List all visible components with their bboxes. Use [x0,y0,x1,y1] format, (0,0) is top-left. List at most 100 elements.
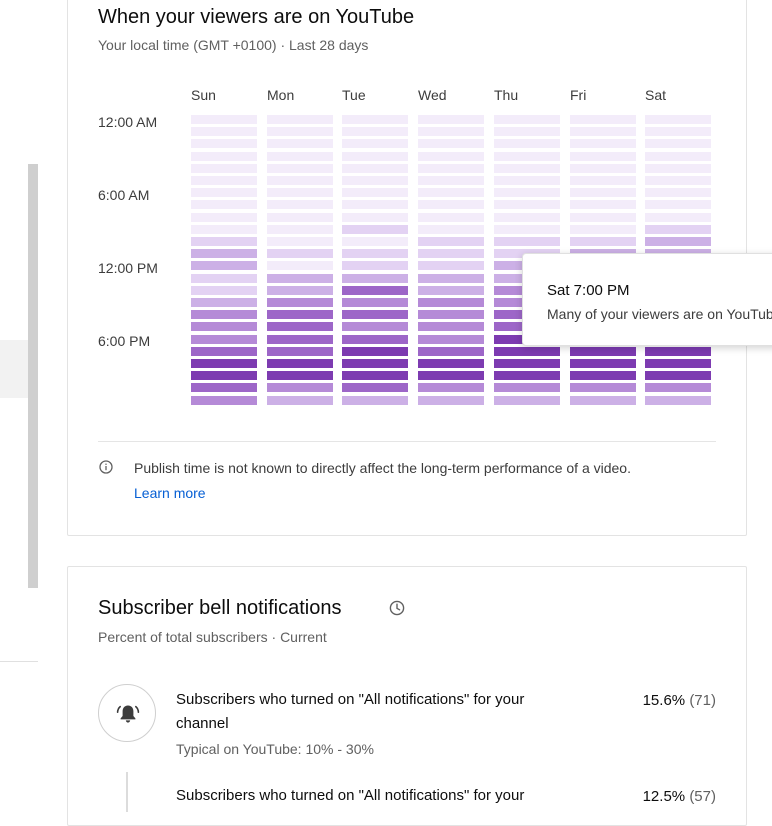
heatmap-cell[interactable] [342,286,408,295]
heatmap-cell[interactable] [418,164,484,173]
heatmap-cell[interactable] [418,200,484,209]
heatmap-cell[interactable] [570,396,636,405]
heatmap-cell[interactable] [191,274,257,283]
heatmap-cell[interactable] [267,298,333,307]
heatmap-cell[interactable] [494,225,560,234]
clock-icon[interactable] [389,600,405,616]
heatmap-cell[interactable] [342,310,408,319]
heatmap-cell[interactable] [191,286,257,295]
heatmap-cell[interactable] [267,261,333,270]
heatmap-cell[interactable] [191,200,257,209]
heatmap-cell[interactable] [570,115,636,124]
heatmap-cell[interactable] [342,322,408,331]
heatmap-cell[interactable] [342,237,408,246]
heatmap-cell[interactable] [418,383,484,392]
heatmap-cell[interactable] [267,310,333,319]
heatmap-cell[interactable] [342,188,408,197]
heatmap-cell[interactable] [342,225,408,234]
heatmap-cell[interactable] [191,152,257,161]
heatmap-cell[interactable] [267,396,333,405]
heatmap-cell[interactable] [570,176,636,185]
heatmap-cell[interactable] [645,371,711,380]
heatmap-cell[interactable] [494,176,560,185]
heatmap-cell[interactable] [570,188,636,197]
heatmap-cell[interactable] [418,261,484,270]
heatmap-cell[interactable] [191,225,257,234]
heatmap-cell[interactable] [418,371,484,380]
heatmap-cell[interactable] [494,200,560,209]
heatmap-cell[interactable] [267,286,333,295]
heatmap-cell[interactable] [418,359,484,368]
heatmap-cell[interactable] [267,139,333,148]
heatmap-cell[interactable] [494,347,560,356]
heatmap-cell[interactable] [418,213,484,222]
heatmap-cell[interactable] [645,213,711,222]
heatmap-cell[interactable] [342,274,408,283]
heatmap-cell[interactable] [191,310,257,319]
heatmap-cell[interactable] [494,383,560,392]
heatmap-cell[interactable] [342,359,408,368]
heatmap-cell[interactable] [494,359,560,368]
heatmap-cell[interactable] [418,249,484,258]
heatmap-cell[interactable] [267,213,333,222]
heatmap-cell[interactable] [645,225,711,234]
heatmap-cell[interactable] [418,176,484,185]
heatmap-cell[interactable] [645,347,711,356]
heatmap-cell[interactable] [267,225,333,234]
heatmap-cell[interactable] [570,152,636,161]
sidebar-scrollbar[interactable] [28,164,38,588]
sidebar-selected-item[interactable] [0,340,28,398]
heatmap-cell[interactable] [342,383,408,392]
heatmap-cell[interactable] [191,371,257,380]
heatmap-cell[interactable] [570,237,636,246]
heatmap-cell[interactable] [267,347,333,356]
heatmap-cell[interactable] [418,115,484,124]
heatmap-cell[interactable] [418,188,484,197]
heatmap-cell[interactable] [267,176,333,185]
heatmap-cell[interactable] [342,298,408,307]
heatmap-cell[interactable] [191,322,257,331]
heatmap-cell[interactable] [191,298,257,307]
heatmap-cell[interactable] [645,127,711,136]
heatmap-cell[interactable] [645,396,711,405]
heatmap-cell[interactable] [494,164,560,173]
heatmap-cell[interactable] [570,139,636,148]
heatmap-cell[interactable] [570,200,636,209]
heatmap-cell[interactable] [418,396,484,405]
heatmap-cell[interactable] [191,383,257,392]
heatmap-cell[interactable] [342,164,408,173]
heatmap-cell[interactable] [645,383,711,392]
heatmap-cell[interactable] [570,225,636,234]
heatmap-cell[interactable] [418,152,484,161]
heatmap-cell[interactable] [570,213,636,222]
heatmap-cell[interactable] [570,359,636,368]
heatmap-cell[interactable] [267,359,333,368]
heatmap-cell[interactable] [494,213,560,222]
heatmap-cell[interactable] [191,347,257,356]
heatmap-cell[interactable] [342,176,408,185]
heatmap-cell[interactable] [570,347,636,356]
heatmap-cell[interactable] [191,359,257,368]
heatmap-cell[interactable] [418,347,484,356]
heatmap-cell[interactable] [342,115,408,124]
heatmap-cell[interactable] [494,152,560,161]
heatmap-cell[interactable] [570,127,636,136]
heatmap-cell[interactable] [418,335,484,344]
heatmap-cell[interactable] [645,115,711,124]
heatmap-cell[interactable] [570,383,636,392]
learn-more-link[interactable]: Learn more [134,485,206,501]
heatmap-cell[interactable] [418,310,484,319]
heatmap-cell[interactable] [570,371,636,380]
heatmap-cell[interactable] [418,298,484,307]
heatmap-cell[interactable] [494,396,560,405]
heatmap-cell[interactable] [342,261,408,270]
heatmap-cell[interactable] [645,200,711,209]
heatmap-cell[interactable] [494,139,560,148]
heatmap-cell[interactable] [191,261,257,270]
heatmap-cell[interactable] [342,371,408,380]
heatmap-cell[interactable] [342,396,408,405]
heatmap-cell[interactable] [342,127,408,136]
heatmap-cell[interactable] [418,286,484,295]
heatmap-cell[interactable] [645,176,711,185]
heatmap-cell[interactable] [267,322,333,331]
